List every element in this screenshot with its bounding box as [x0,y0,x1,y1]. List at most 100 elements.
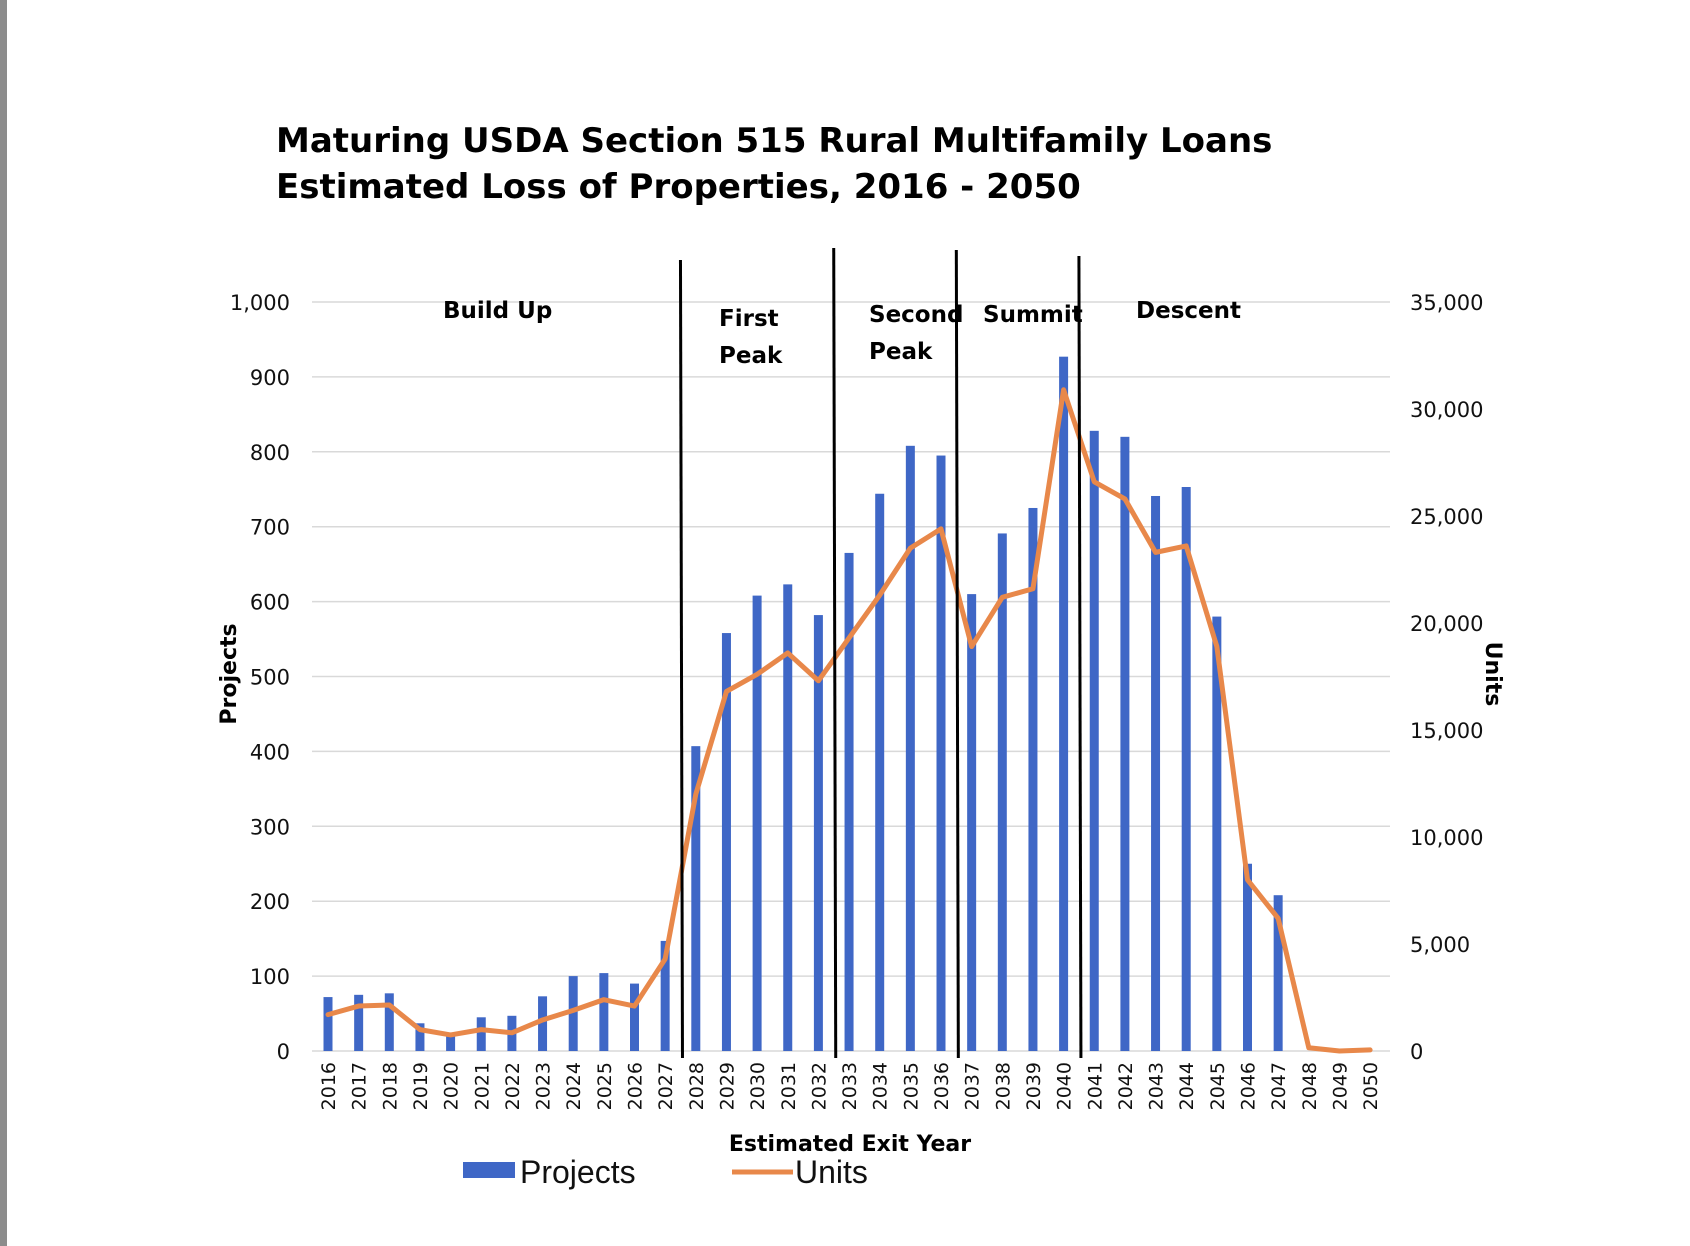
projects-bar [660,940,670,1051]
projects-bar [1243,863,1252,1051]
phase-label: Summit [983,302,1083,328]
projects-bar [813,615,823,1051]
x-tick-label: 2045 [1207,1062,1229,1110]
legend-units-label: Units [795,1154,868,1190]
y2-tick-label: 0 [1410,1040,1423,1064]
projects-bar [721,633,731,1051]
projects-bar [875,493,885,1051]
projects-bar [599,973,609,1051]
x-tick-label: 2036 [931,1062,953,1110]
x-axis-ticks: 2016 2017 2018 2019 2020 2021 2022 2023 2024 2025… [318,1062,1382,1110]
x-tick-label: 2035 [900,1062,922,1110]
x-tick-label: 2034 [870,1062,892,1110]
legend-projects-swatch [463,1162,515,1178]
x-tick-label: 2044 [1176,1062,1198,1110]
projects-bar [630,983,639,1051]
x-tick-label: 2027 [655,1062,677,1110]
x-tick-label: 2041 [1084,1062,1106,1110]
x-tick-label: 2020 [441,1062,463,1110]
window-edge [0,0,7,1246]
y-tick-label: 900 [250,366,290,390]
bars-layer [323,356,1283,1052]
y2-tick-label: 10,000 [1410,826,1483,850]
x-tick-label: 2017 [349,1062,371,1110]
legend: Projects Units [463,1154,868,1190]
x-tick-label: 2047 [1268,1062,1290,1110]
units-series-line [325,387,1373,1054]
projects-bar [967,594,977,1051]
x-tick-label: 2040 [1054,1062,1076,1110]
projects-bar [538,996,548,1051]
y2-tick-label: 35,000 [1410,291,1483,315]
x-tick-label: 2019 [410,1062,432,1110]
projects-bar [691,746,701,1051]
projects-bar [446,1034,456,1051]
phase-label: Descent [1136,298,1241,324]
x-tick-label: 2029 [716,1062,738,1110]
x-tick-label: 2024 [563,1062,585,1110]
x-tick-label: 2022 [502,1062,524,1110]
x-tick-label: 2021 [471,1062,493,1110]
left-axis-ticks: 0 100 200 300 400 500 600 700 800 900 1,000 [230,291,290,1064]
y2-tick-label: 25,000 [1410,505,1483,529]
y2-axis-label: Units [1480,642,1505,707]
phase-label: First [719,306,779,332]
x-tick-label: 2049 [1329,1062,1351,1110]
y2-tick-label: 30,000 [1410,398,1483,422]
projects-bar [1059,356,1069,1051]
projects-bar [1273,895,1283,1051]
x-tick-label: 2023 [533,1062,555,1110]
x-tick-label: 2025 [594,1062,616,1110]
y-tick-label: 400 [250,740,290,764]
projects-bar [997,533,1007,1051]
phase-label: Second [869,302,963,328]
projects-bar [752,595,762,1051]
projects-bar [1212,616,1222,1051]
phase-labels: Build Up First Peak Second Peak Summit Descent [443,298,1241,369]
y-tick-label: 300 [250,815,290,839]
y-tick-label: 700 [250,516,290,540]
x-tick-label: 2032 [808,1062,830,1110]
x-axis-label: Estimated Exit Year [729,1132,971,1157]
y2-tick-label: 5,000 [1410,933,1470,957]
y-tick-label: 1,000 [230,291,290,315]
projects-bar [936,455,946,1051]
legend-projects-label: Projects [520,1154,636,1190]
x-tick-label: 2026 [625,1062,647,1110]
projects-bar [1089,430,1099,1051]
projects-bar [783,584,793,1051]
x-tick-label: 2043 [1146,1062,1168,1110]
chart-title-group: Maturing USDA Section 515 Rural Multifam… [276,121,1272,207]
phase-divider [832,247,838,1059]
chart-title: Maturing USDA Section 515 Rural Multifam… [276,121,1272,161]
y2-tick-label: 20,000 [1410,612,1483,636]
projects-bar [354,994,364,1051]
projects-bar [568,976,578,1051]
y-tick-label: 600 [250,591,290,615]
projects-bar [1120,436,1130,1051]
y2-tick-label: 15,000 [1410,719,1483,743]
projects-bar [905,445,915,1052]
phase-label: Peak [869,339,933,365]
phase-dividers [678,247,1083,1059]
projects-bar [476,1017,486,1051]
projects-bar [1028,507,1038,1052]
projects-bar [1151,495,1161,1052]
phase-divider [1077,255,1083,1059]
x-tick-label: 2050 [1360,1062,1382,1110]
phase-label: Build Up [443,298,552,324]
projects-bar [844,552,854,1051]
y-tick-label: 500 [250,666,290,690]
x-tick-label: 2039 [1023,1062,1045,1110]
projects-bar [1181,487,1191,1051]
grid-layer [312,301,1390,1052]
y-axis-label: Projects [217,623,242,724]
x-tick-label: 2042 [1115,1062,1137,1110]
x-tick-label: 2018 [379,1062,401,1110]
phase-label: Peak [719,343,783,369]
chart-subtitle: Estimated Loss of Properties, 2016 - 205… [276,167,1081,207]
x-tick-label: 2048 [1299,1062,1321,1110]
units-line-layer [325,387,1373,1054]
x-tick-label: 2033 [839,1062,861,1110]
y-tick-label: 100 [250,965,290,989]
